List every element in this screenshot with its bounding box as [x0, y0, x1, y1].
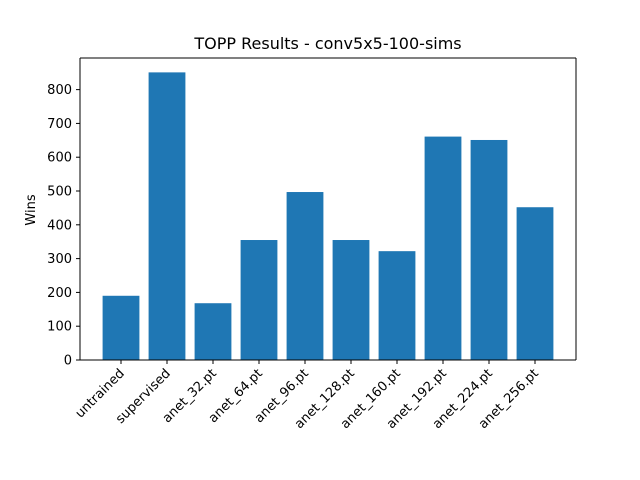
y-ticks: 0 100 200 300 400 500 600 700 800 — [47, 83, 80, 369]
y-tick-label: 600 — [47, 151, 72, 166]
bar-anet_96.pt — [286, 192, 324, 360]
bar-anet_160.pt — [378, 251, 416, 360]
bar-supervised — [148, 72, 186, 360]
chart-title: TOPP Results - conv5x5-100-sims — [193, 34, 461, 53]
y-tick-label: 0 — [64, 354, 72, 369]
bar-untrained — [102, 295, 140, 360]
y-tick-label: 500 — [47, 185, 72, 200]
y-tick-label: 200 — [47, 286, 72, 301]
bars — [102, 72, 554, 360]
y-tick-label: 400 — [47, 218, 72, 233]
bar-anet_128.pt — [332, 240, 370, 360]
y-tick-label: 300 — [47, 252, 72, 267]
bar-anet_32.pt — [194, 303, 232, 360]
y-axis-label: Wins — [24, 194, 39, 225]
y-tick-label: 800 — [47, 83, 72, 98]
bar-anet_224.pt — [470, 139, 508, 360]
y-tick-label: 100 — [47, 320, 72, 335]
y-tick-label: 700 — [47, 117, 72, 132]
axes — [79, 57, 577, 361]
bar-anet_192.pt — [424, 136, 462, 360]
bar-anet_64.pt — [240, 240, 278, 360]
bar-anet_256.pt — [516, 207, 554, 360]
